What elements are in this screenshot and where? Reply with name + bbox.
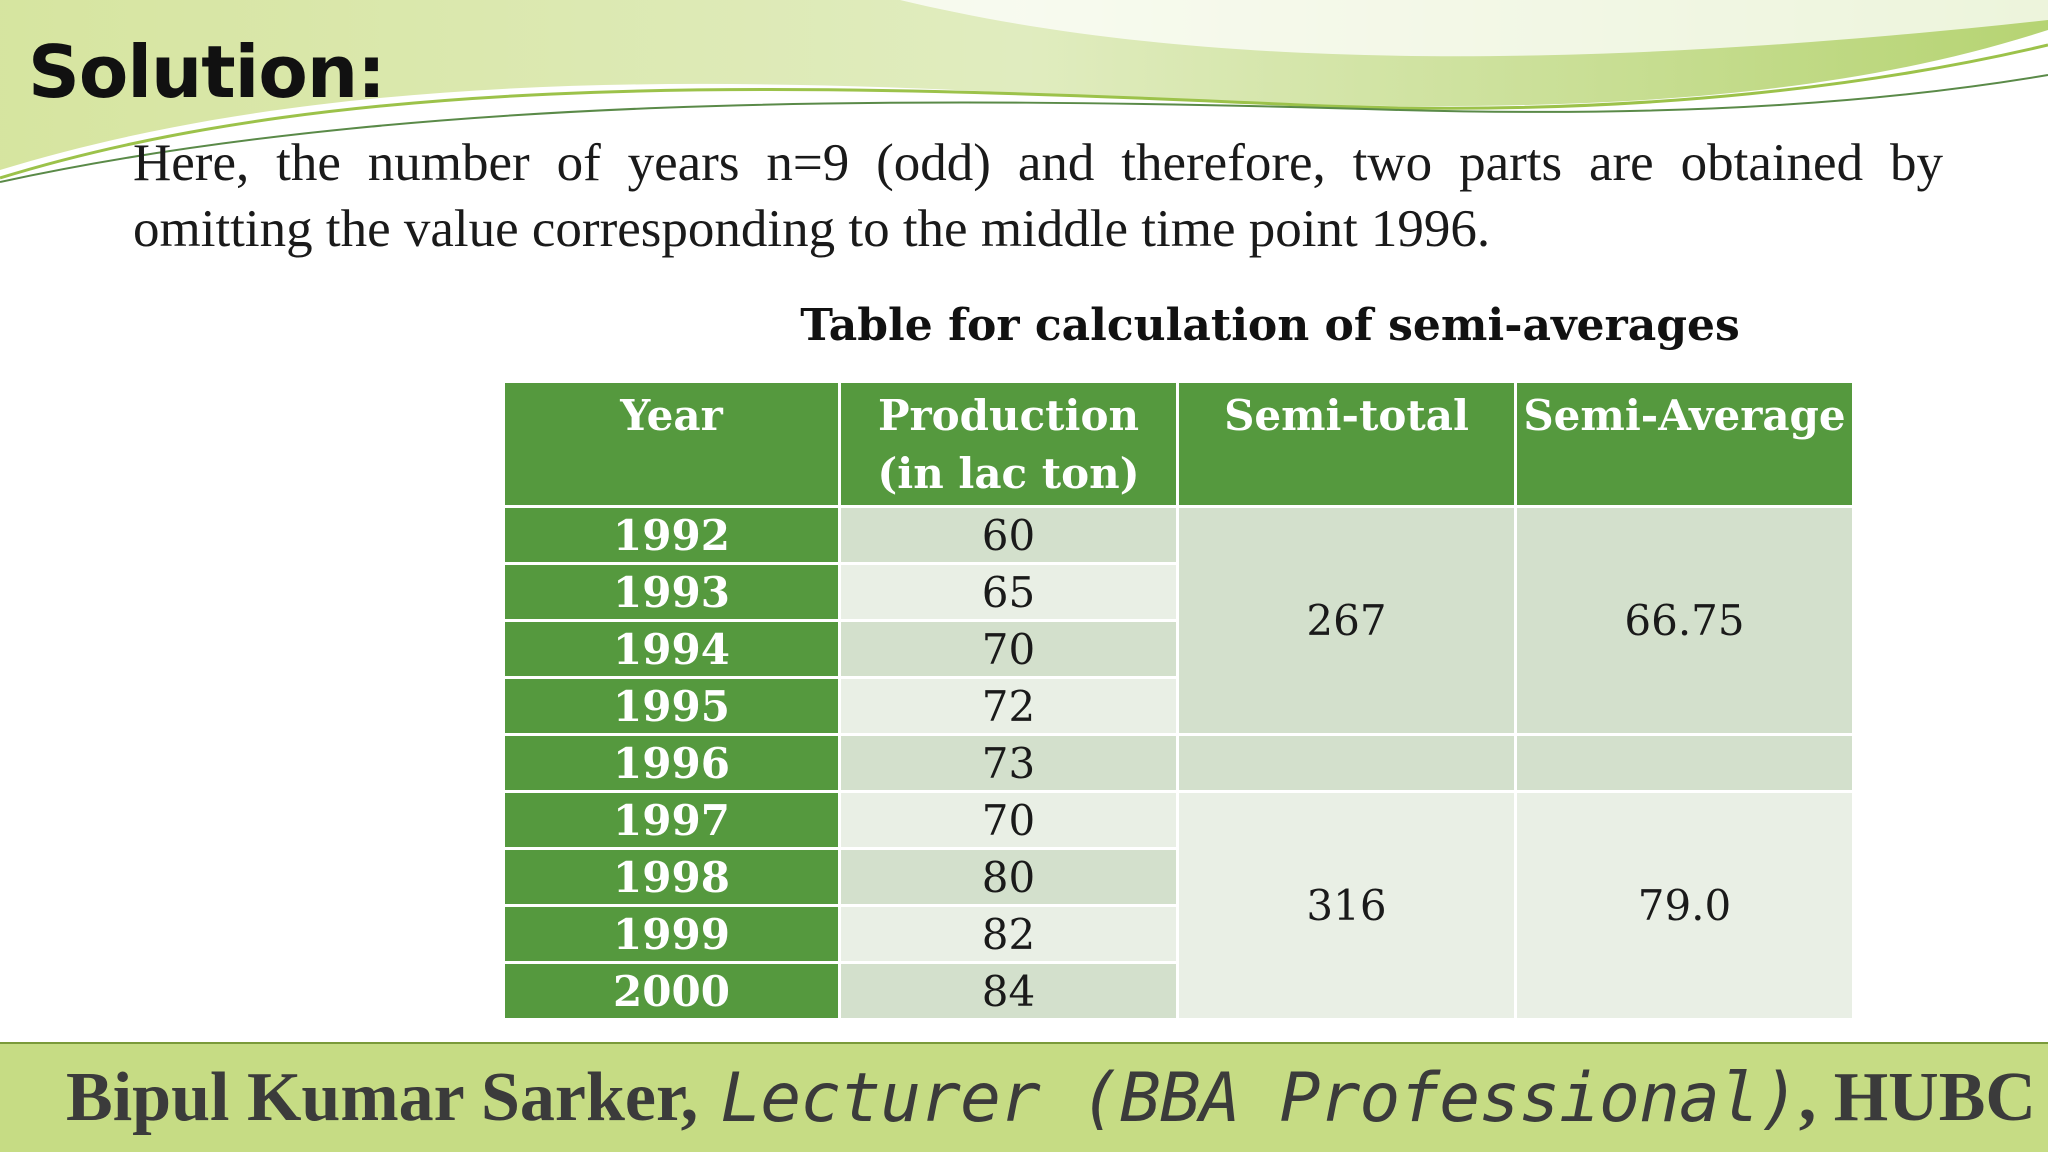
year-cell: 1998 xyxy=(502,847,841,907)
table-row: 1992 60 267 66.75 xyxy=(502,505,1855,736)
table-row: 1998 80 xyxy=(502,847,1854,907)
background-swoosh xyxy=(0,0,2048,183)
year-cell: 1996 xyxy=(502,733,841,793)
header-production: Production (in lac ton) xyxy=(838,380,1179,508)
production-cell: 84 xyxy=(838,961,1179,1021)
semi-average-group-1: 66.75 xyxy=(1514,505,1855,736)
semi-total-group-2: 316 xyxy=(1176,790,1517,1021)
year-cell: 1997 xyxy=(502,790,841,850)
footer-author-name: Bipul Kumar Sarker, xyxy=(66,1059,699,1136)
table-row: 1997 70 316 79.0 xyxy=(502,790,1855,1021)
semi-average-group-2: 79.0 xyxy=(1514,790,1855,1021)
production-cell: 70 xyxy=(838,790,1179,850)
footer-author-role: Lecturer (BBA Professional) xyxy=(720,1058,1799,1138)
semi-total-group-1: 267 xyxy=(1176,505,1517,736)
slide-footer: Bipul Kumar Sarker, Lecturer (BBA Profes… xyxy=(0,1042,2048,1152)
production-cell: 70 xyxy=(838,619,1179,679)
year-cell: 1995 xyxy=(502,676,841,736)
slide-heading: Solution: xyxy=(28,30,386,114)
table-row: 1996 73 xyxy=(502,733,1855,793)
production-cell: 65 xyxy=(838,562,1179,622)
production-cell: 80 xyxy=(838,847,1179,907)
semi-average-omitted-cell xyxy=(1514,733,1855,793)
table-row: 2000 84 xyxy=(502,961,1854,1021)
year-cell: 1992 xyxy=(502,505,841,565)
header-year: Year xyxy=(502,380,841,508)
production-cell: 82 xyxy=(838,904,1179,964)
year-cell: 1994 xyxy=(502,619,841,679)
table-row: 1995 72 xyxy=(502,676,1854,736)
header-semi-total: Semi-total xyxy=(1176,380,1517,508)
table-caption: Table for calculation of semi-averages xyxy=(800,300,1740,351)
slide-body-text: Here, the number of years n=9 (odd) and … xyxy=(133,134,1943,258)
year-cell: 1999 xyxy=(502,904,841,964)
header-semi-average: Semi-Average xyxy=(1514,380,1855,508)
year-cell: 1993 xyxy=(502,562,841,622)
table-row: 1993 65 xyxy=(502,562,1854,622)
year-cell: 2000 xyxy=(502,961,841,1021)
semi-average-table: Year Production (in lac ton) Semi-total … xyxy=(502,380,1855,1021)
semi-total-omitted-cell xyxy=(1176,733,1517,793)
footer-organization: , HUBC xyxy=(1798,1059,2036,1136)
production-cell: 73 xyxy=(838,733,1179,793)
table-row: 1999 82 xyxy=(502,904,1854,964)
table-header-row: Year Production (in lac ton) Semi-total … xyxy=(502,380,1855,508)
production-cell: 60 xyxy=(838,505,1179,565)
production-cell: 72 xyxy=(838,676,1179,736)
table-row: 1994 70 xyxy=(502,619,1854,679)
